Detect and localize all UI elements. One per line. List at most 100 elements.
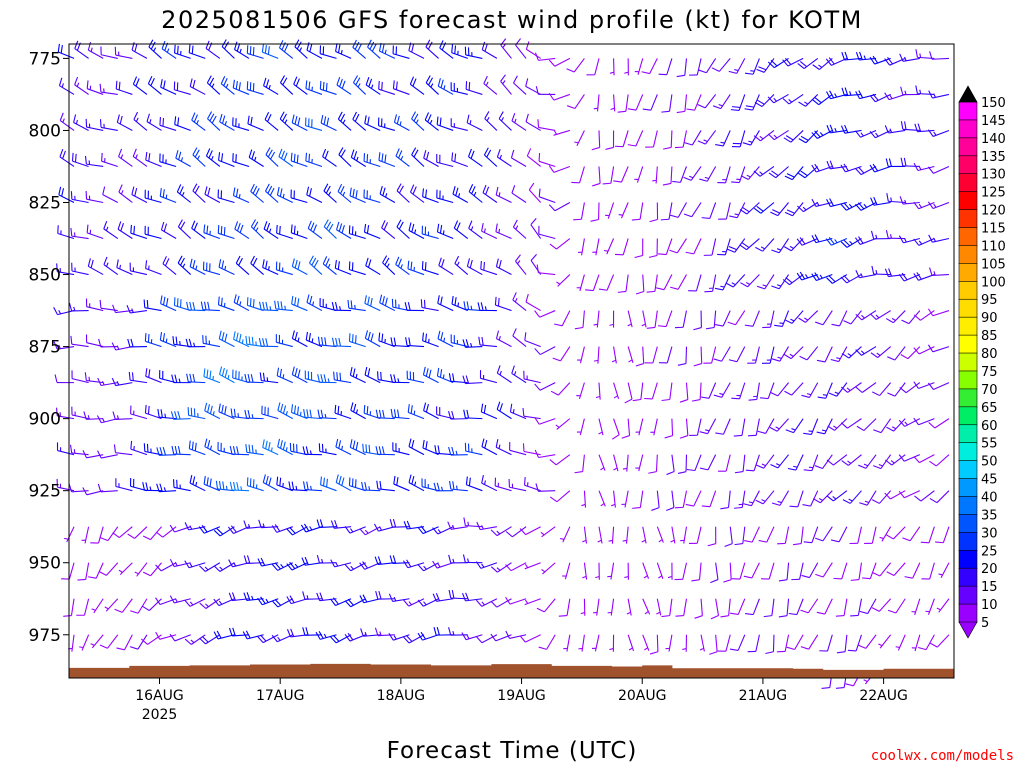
wind-barb <box>840 124 862 134</box>
wind-barb <box>840 418 862 429</box>
wind-barb <box>705 310 717 330</box>
colorbar-label: 15 <box>981 580 998 595</box>
wind-barb <box>100 526 119 542</box>
wind-barb <box>803 526 819 544</box>
wind-barb <box>103 220 119 239</box>
wind-barb <box>913 310 935 321</box>
wind-barb <box>770 202 789 217</box>
colorbar-label: 40 <box>981 490 998 505</box>
wind-barb <box>331 337 352 348</box>
wind-barb <box>789 490 804 508</box>
colorbar-swatch <box>958 209 978 229</box>
wind-barb <box>879 526 892 542</box>
wind-barb <box>598 418 604 436</box>
colorbar-label: 65 <box>981 401 998 416</box>
colorbar-label: 100 <box>981 275 1006 290</box>
colorbar-label: 105 <box>981 257 1006 272</box>
wind-barb <box>582 526 588 544</box>
wind-barb <box>496 401 512 420</box>
wind-barb <box>477 302 497 312</box>
wind-barb <box>512 219 527 239</box>
wind-barb <box>177 219 192 239</box>
wind-barb <box>826 490 848 502</box>
wind-barb <box>731 562 746 580</box>
wind-barb <box>524 598 541 606</box>
wind-barb <box>538 634 556 650</box>
wind-barb <box>482 184 498 203</box>
wind-barb <box>348 333 366 348</box>
wind-barb <box>159 117 177 131</box>
wind-barb <box>913 454 935 464</box>
wind-barb <box>714 274 731 291</box>
wind-barb <box>538 153 556 168</box>
wind-barb <box>515 254 527 275</box>
wind-barb <box>624 58 629 76</box>
wind-barb <box>798 94 819 107</box>
wind-barb <box>378 152 396 167</box>
wind-barb <box>669 238 687 254</box>
wind-barb <box>670 526 676 544</box>
y-axis: 775 800 825 850 875 900 925 950 975 <box>29 49 69 646</box>
y-tick-label: 800 <box>29 121 61 141</box>
wind-barb <box>462 375 483 385</box>
wind-barb <box>463 517 483 528</box>
wind-barb <box>873 418 892 434</box>
wind-barb <box>465 476 483 492</box>
wind-barb <box>505 630 527 639</box>
wind-barb <box>275 334 293 348</box>
wind-barb <box>648 454 658 474</box>
wind-barb <box>155 562 177 572</box>
wind-barb <box>770 382 789 397</box>
wind-barb <box>549 238 571 250</box>
wind-barb <box>885 229 906 240</box>
wind-barb <box>913 238 935 246</box>
wind-barb <box>683 202 702 218</box>
wind-barb <box>56 442 75 456</box>
wind-barb <box>291 114 308 131</box>
wind-barb <box>307 220 323 239</box>
wind-barb <box>771 490 790 506</box>
wind-barb <box>734 526 746 546</box>
wind-barb <box>840 238 862 248</box>
x-tick-label: 17AUG <box>256 688 305 704</box>
wind-barb <box>571 166 585 184</box>
wind-barb <box>217 296 235 312</box>
credit-text[interactable]: coolwx.com/models <box>871 748 1014 764</box>
colorbar-swatch <box>958 406 978 426</box>
colorbar-swatch <box>958 549 978 570</box>
wind-barb <box>697 130 717 145</box>
wind-barb <box>609 634 615 652</box>
wind-barb <box>815 562 833 578</box>
colorbar: 1501451401351301251201151101051009590858… <box>958 85 1006 639</box>
wind-barb <box>552 346 571 362</box>
wind-barb <box>522 443 541 456</box>
wind-barb <box>490 598 512 608</box>
wind-barb <box>85 118 104 131</box>
wind-barb <box>683 166 702 181</box>
wind-barb <box>715 418 731 435</box>
wind-barb <box>462 554 483 564</box>
wind-barb <box>248 149 264 167</box>
wind-barb <box>611 418 620 440</box>
wind-barb <box>783 238 804 252</box>
wind-barb <box>563 634 571 652</box>
wind-barb <box>578 634 585 652</box>
wind-barb <box>656 598 662 616</box>
wind-barb <box>199 634 221 645</box>
wind-barb <box>697 94 717 109</box>
wind-barb <box>244 373 264 384</box>
wind-barb <box>870 230 891 240</box>
wind-barb <box>698 58 717 74</box>
wind-barb <box>895 634 906 651</box>
wind-barb <box>784 166 804 181</box>
wind-barb <box>635 274 645 295</box>
wind-barb <box>244 409 264 420</box>
wind-barb <box>644 382 658 400</box>
wind-barb <box>294 39 308 59</box>
wind-barb <box>205 148 221 167</box>
wind-barb <box>86 80 104 95</box>
wind-barb <box>305 152 323 167</box>
wind-barb <box>425 75 439 95</box>
wind-barbs <box>53 38 950 689</box>
wind-barb <box>466 258 483 276</box>
